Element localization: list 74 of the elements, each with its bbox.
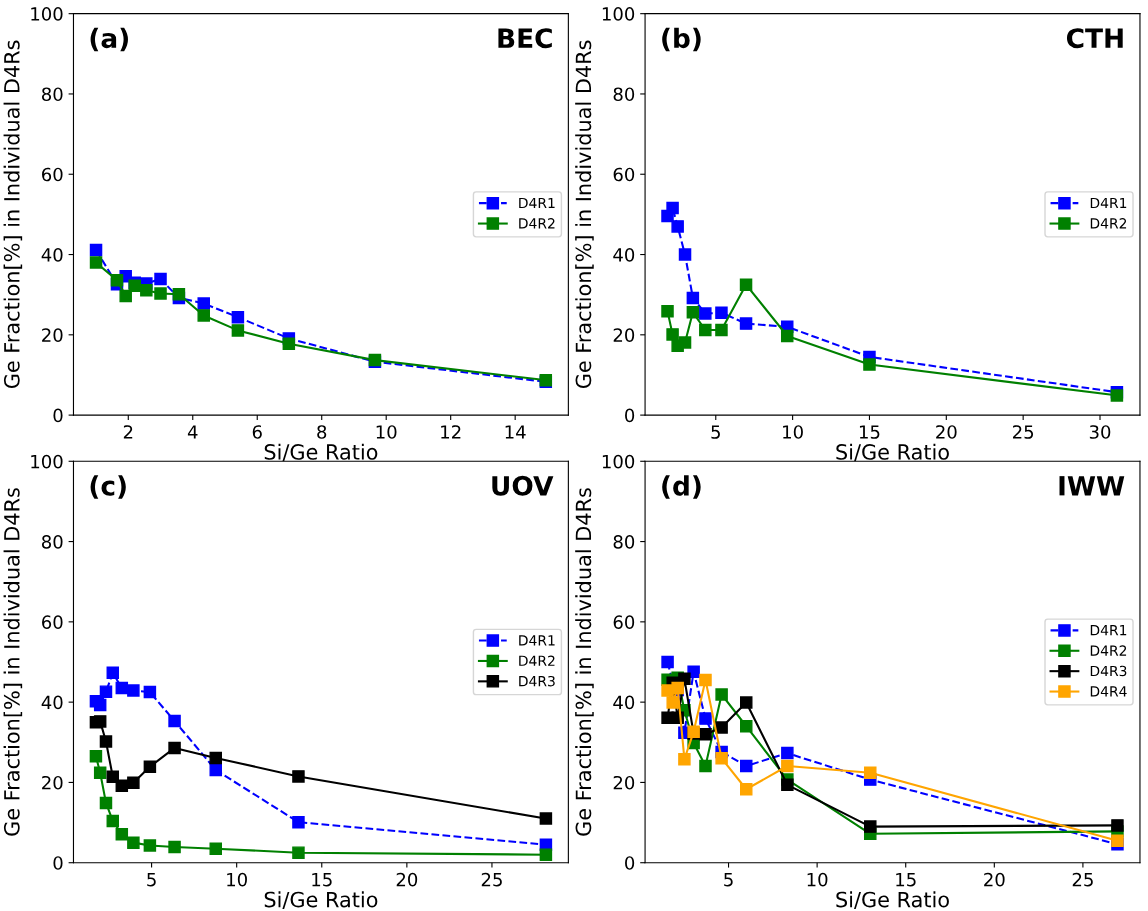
y-tick-label: 0 [53,856,63,870]
y-tick-label: 0 [53,408,63,423]
y-tick-label: 0 [625,856,635,870]
y-tick-label: 80 [42,87,63,102]
legend-label: D4R4 [1090,686,1127,697]
x-tick-label: 6 [252,425,262,439]
x-tick-label: 4 [187,425,198,439]
x-tick-label: 15 [859,425,880,439]
y-tick-label: 60 [613,615,635,629]
y-tick-label: 80 [613,87,635,102]
annotation: (d) [662,475,701,499]
x-tick-label: 25 [1012,425,1034,439]
annotation: (a) [90,27,128,52]
x-tick-label: 2 [123,425,133,439]
annotation: (c) [90,475,126,499]
legend-label: D4R2 [1090,645,1127,656]
y-tick-label: 60 [42,615,63,629]
y-tick-label: 100 [602,7,635,21]
legend-label: D4R3 [1090,665,1127,677]
annotation: CTH [1066,28,1123,49]
legend-label: D4R3 [519,675,555,687]
legend-label: D4R2 [519,655,555,666]
legend-label: D4R1 [1090,197,1127,209]
x-tick-label: 20 [396,872,418,887]
y-tick-label: 80 [42,535,63,549]
x-tick-label: 25 [1072,872,1093,887]
y-tick-label: 60 [613,167,635,182]
x-tick-label: 10 [227,872,247,887]
x-axis-title: Si/Ge Ratio [264,891,378,910]
y-tick-label: 20 [613,328,635,342]
legend-label: D4R2 [519,218,555,229]
x-tick-label: 12 [441,425,461,439]
legend-label: D4R1 [519,635,555,646]
annotation: BEC [498,28,552,49]
annotation: IWW [1059,476,1125,496]
legend-label: D4R2 [1090,218,1127,229]
y-tick-label: 0 [625,408,635,423]
y-tick-label: 40 [613,247,635,262]
x-tick-label: 8 [317,425,327,439]
x-tick-label: 10 [807,872,828,887]
y-tick-label: 20 [42,328,63,342]
x-axis-title: Si/Ge Ratio [836,891,949,910]
y-tick-label: 80 [613,535,635,549]
y-axis-title: Ge Fraction[%] in Individual D4Rs [575,40,594,389]
x-axis-title: Si/Ge Ratio [836,443,949,462]
x-tick-label: 15 [312,872,332,887]
x-tick-label: 30 [1089,425,1111,439]
x-tick-label: 5 [724,872,733,887]
y-tick-label: 40 [613,695,635,710]
x-axis-title: Si/Ge Ratio [264,443,378,462]
y-axis-title: Ge Fraction[%] in Individual D4Rs [3,488,23,836]
annotation: UOV [492,475,554,496]
x-tick-label: 5 [147,872,156,887]
y-axis-title: Ge Fraction[%] in Individual D4Rs [575,488,594,836]
y-tick-label: 20 [613,775,635,790]
y-axis-title: Ge Fraction[%] in Individual D4Rs [3,40,23,389]
x-tick-label: 15 [896,872,916,887]
x-tick-label: 10 [376,425,397,439]
y-tick-label: 40 [41,695,63,710]
x-tick-label: 25 [481,872,502,887]
x-tick-label: 20 [936,425,957,439]
x-tick-label: 14 [505,425,526,439]
legend-label: D4R1 [1090,625,1127,636]
y-tick-label: 20 [42,775,63,790]
x-tick-label: 20 [984,872,1005,887]
legend-label: D4R1 [519,197,555,209]
x-tick-label: 5 [711,425,720,439]
x-tick-label: 10 [783,425,803,439]
y-tick-label: 60 [42,167,63,182]
y-tick-label: 100 [602,454,635,469]
annotation: (b) [662,27,701,52]
y-tick-label: 40 [41,247,63,262]
y-tick-label: 100 [31,454,63,469]
y-tick-label: 100 [31,7,63,21]
